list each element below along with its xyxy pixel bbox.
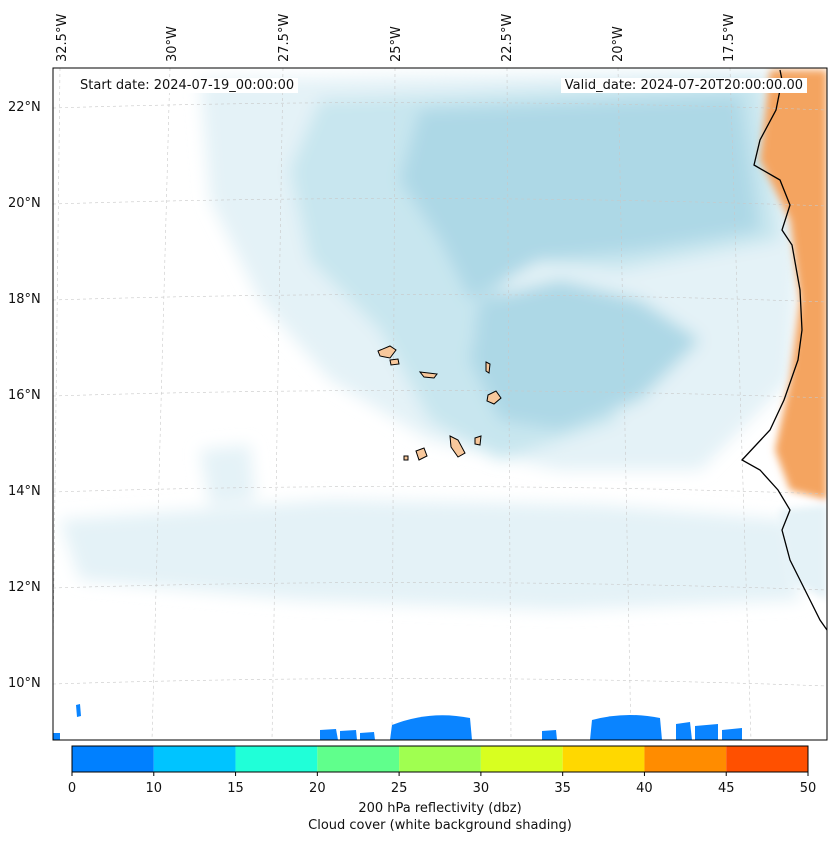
cloud-region-dense [400,95,760,300]
colorbar-frame [71,745,809,773]
lat-label: 20°N [8,196,41,211]
colorbar-segment [726,746,808,772]
valid-date-label: Valid_date: 2024-07-20T20:00:00.00 [560,78,807,93]
colorbar-tick-label: 30 [473,781,490,796]
lat-label: 22°N [8,100,41,115]
island-santo-antao [377,345,397,359]
colorbar-tick-label: 15 [227,781,244,796]
colorbar-tick-label: 20 [309,781,326,796]
colorbar-tick-label: 50 [800,781,817,796]
lat-label: 14°N [8,484,41,499]
island-sao-vicente [389,358,400,366]
colorbar-segment [153,746,236,772]
echo-5 [542,730,557,740]
cloud-region-dense-south [470,280,700,430]
island-santiago [449,435,466,458]
start-date-label: Start date: 2024-07-19_00:00:00 [76,78,299,93]
lon-label: 32.5°W [55,14,70,62]
graticule [53,68,827,740]
colorbar-segment [235,746,318,772]
colorbar-tick-label: 25 [391,781,408,796]
map-layers [53,68,827,740]
colorbar-tick-label: 35 [554,781,571,796]
colorbar-tick-label: 40 [636,781,653,796]
colorbar-segment [399,746,481,772]
colorbar-segment [317,746,400,772]
echo-2 [320,729,338,740]
lat-label: 18°N [8,292,41,307]
colorbar-segment [480,746,563,772]
colorbar-tick-label: 45 [718,781,735,796]
cape-verde-islands [377,345,502,461]
echo-central [390,715,472,740]
cloud-cover-shading [60,70,800,610]
reflectivity-echoes [53,704,742,740]
island-sal [485,361,491,374]
echo-6 [676,722,692,740]
colorbar-segment [72,746,154,772]
echo-8 [722,728,742,740]
colorbar-tick-label: 10 [146,781,163,796]
cloud-patch-west [200,445,255,505]
colorbar-title: 200 hPa reflectivity (dbz) [358,801,522,816]
lon-label: 25°W [389,26,404,62]
echo-4 [360,732,375,740]
lon-label: 22.5°W [500,14,515,62]
echo-small-1 [76,704,81,717]
latitude-labels: 22°N 20°N 18°N 16°N 14°N 12°N 10°N [8,100,41,691]
map-frame [52,67,828,741]
lat-label: 12°N [8,580,41,595]
lon-label: 17.5°W [722,14,737,62]
cloud-band-south [60,500,800,610]
africa-coastline [740,69,827,631]
island-brava [403,455,409,461]
island-maio [474,435,482,446]
colorbar-segment [644,746,727,772]
lon-label: 20°W [611,26,626,62]
lat-label: 10°N [8,676,41,691]
island-fogo [415,447,428,461]
colorbar-segment [562,746,645,772]
island-sao-nicolau [418,371,438,379]
echo-7 [695,724,718,740]
island-boa-vista [486,390,502,405]
colorbar-tick-label: 0 [68,781,76,796]
echo-3 [340,730,357,740]
longitude-labels: 32.5°W 30°W 27.5°W 25°W 22.5°W 20°W 17.5… [55,14,737,62]
lat-label: 16°N [8,388,41,403]
lon-label: 27.5°W [277,14,292,62]
echo-east [590,714,662,740]
echo-far-west [53,733,60,740]
colorbar-subtitle: Cloud cover (white background shading) [308,818,572,833]
colorbar: 0 10 15 20 25 30 35 40 45 50 [68,745,817,796]
africa-heat-south [780,505,827,600]
lon-label: 30°W [165,26,180,62]
